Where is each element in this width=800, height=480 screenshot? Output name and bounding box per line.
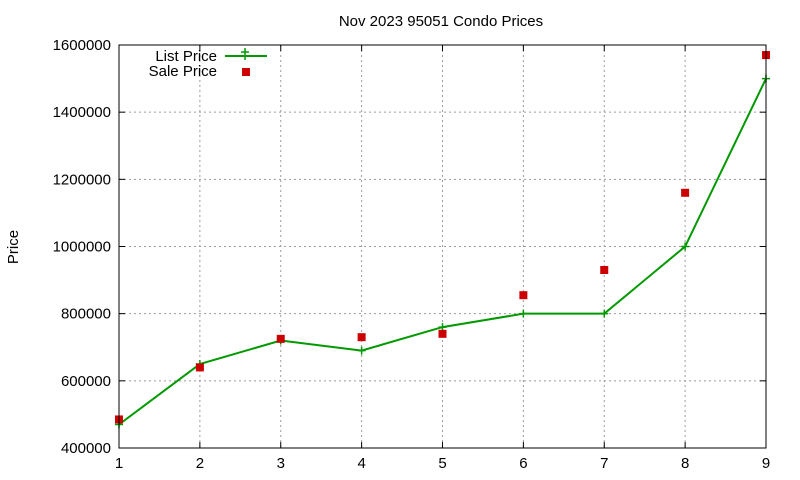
legend: List Price Sale Price (149, 48, 267, 80)
list-price-point (519, 309, 528, 318)
legend-marker-list-price (241, 48, 249, 60)
legend-marker-sale-price (242, 68, 250, 76)
list-price-point (681, 242, 690, 251)
x-tick-label: 4 (357, 455, 365, 472)
chart-title: Nov 2023 95051 Condo Prices (339, 13, 543, 30)
legend-label-sale-price: Sale Price (149, 63, 217, 80)
sale-price-point (681, 188, 690, 197)
y-tick-label: 400000 (61, 440, 111, 457)
legend-label-list-price: List Price (155, 48, 217, 65)
sale-price-point (195, 363, 204, 372)
y-tick-label: 1200000 (53, 171, 111, 188)
sale-price-point (276, 334, 285, 343)
x-tick-label: 5 (438, 455, 446, 472)
grid-lines (119, 45, 766, 448)
x-tick-label: 7 (600, 455, 608, 472)
x-tick-labels: 1 2 3 4 5 6 7 8 9 (115, 455, 770, 472)
y-tick-label: 600000 (61, 373, 111, 390)
sale-price-point (519, 291, 528, 300)
x-tick-label: 9 (762, 455, 770, 472)
plot-frame (118, 44, 767, 449)
y-tick-label: 800000 (61, 306, 111, 323)
y-tick-label: 1600000 (53, 37, 111, 54)
x-tick-label: 6 (519, 455, 527, 472)
y-tick-label: 1000000 (53, 239, 111, 256)
list-price-point (357, 346, 366, 355)
y-axis-label: Price (5, 230, 22, 264)
x-tick-label: 1 (115, 455, 123, 472)
sale-price-point (600, 266, 609, 275)
y-tick-labels: 400000 600000 800000 1000000 1200000 1400000 1… (53, 37, 111, 457)
x-tick-label: 2 (196, 455, 204, 472)
list-price-point (438, 323, 447, 332)
x-tick-label: 3 (277, 455, 285, 472)
list-price-point (600, 309, 609, 318)
y-tick-label: 1400000 (53, 104, 111, 121)
sale-price-point (438, 329, 447, 338)
x-tick-label: 8 (681, 455, 689, 472)
sale-price-point (357, 333, 366, 342)
